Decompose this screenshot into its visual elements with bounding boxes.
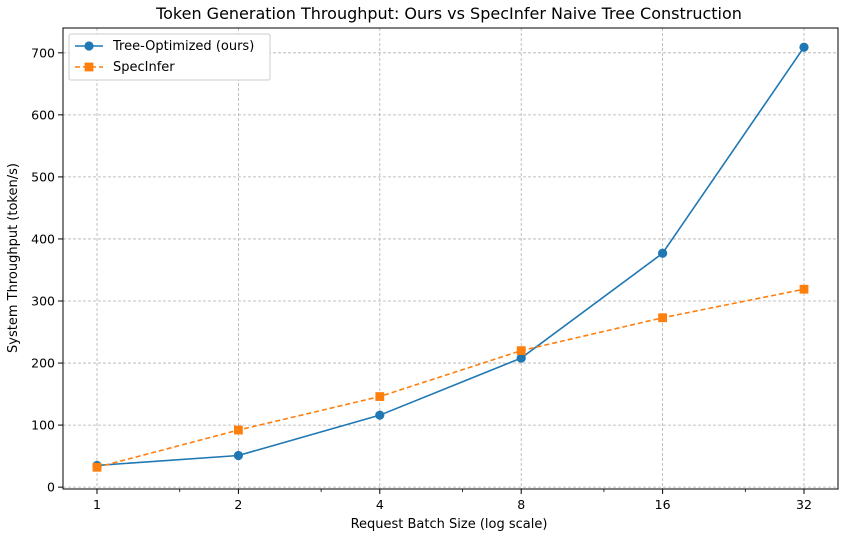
data-point — [375, 392, 385, 401]
legend: Tree-Optimized (ours) SpecInfer — [68, 33, 271, 81]
series-0 — [92, 42, 809, 471]
series-line — [96, 46, 805, 467]
legend-entry-specinfer: SpecInfer — [75, 60, 175, 75]
legend-marker-specinfer — [84, 62, 94, 72]
axis-ticks: 1 2 4 8 16 32 0 100 200 300 400 500 600 700 — [31, 45, 812, 512]
y-tick-label: 0 — [47, 480, 55, 495]
data-point — [375, 410, 385, 420]
series-line — [96, 288, 805, 469]
legend-marker-tree-optimized — [84, 41, 94, 51]
x-tick-label: 8 — [517, 497, 525, 512]
data-point — [516, 353, 526, 363]
y-axis-label: System Throughput (token/s) — [6, 163, 21, 353]
grid — [63, 28, 838, 489]
series — [92, 42, 809, 472]
y-tick-label: 700 — [31, 45, 55, 60]
data-point — [92, 462, 102, 472]
data-point — [799, 284, 809, 294]
x-axis-label: Request Batch Size (log scale) — [351, 517, 548, 532]
x-tick-label: 1 — [93, 497, 101, 512]
data-point — [658, 313, 667, 323]
y-tick-label: 300 — [31, 294, 55, 309]
data-point — [516, 346, 526, 356]
data-point — [799, 42, 809, 52]
series-1 — [92, 284, 809, 472]
y-tick-label: 200 — [31, 356, 55, 371]
data-point — [234, 425, 243, 435]
legend-label-tree-optimized: Tree-Optimized (ours) — [112, 39, 254, 54]
legend-label-specinfer: SpecInfer — [113, 60, 175, 75]
x-tick-label: 16 — [655, 497, 671, 512]
legend-entry-tree-optimized: Tree-Optimized (ours) — [75, 39, 254, 54]
chart-title: Token Generation Throughput: Ours vs Spe… — [155, 4, 742, 23]
legend-box — [68, 33, 271, 81]
y-tick-label: 100 — [31, 418, 55, 433]
x-tick-label: 2 — [234, 497, 242, 512]
y-tick-label: 500 — [31, 169, 55, 184]
data-point — [658, 248, 668, 258]
y-tick-label: 600 — [31, 107, 55, 122]
x-tick-label: 32 — [796, 497, 812, 512]
plot-frame — [62, 27, 839, 490]
y-tick-label: 400 — [31, 231, 55, 246]
x-tick-label: 4 — [376, 497, 384, 512]
data-point — [233, 450, 243, 461]
